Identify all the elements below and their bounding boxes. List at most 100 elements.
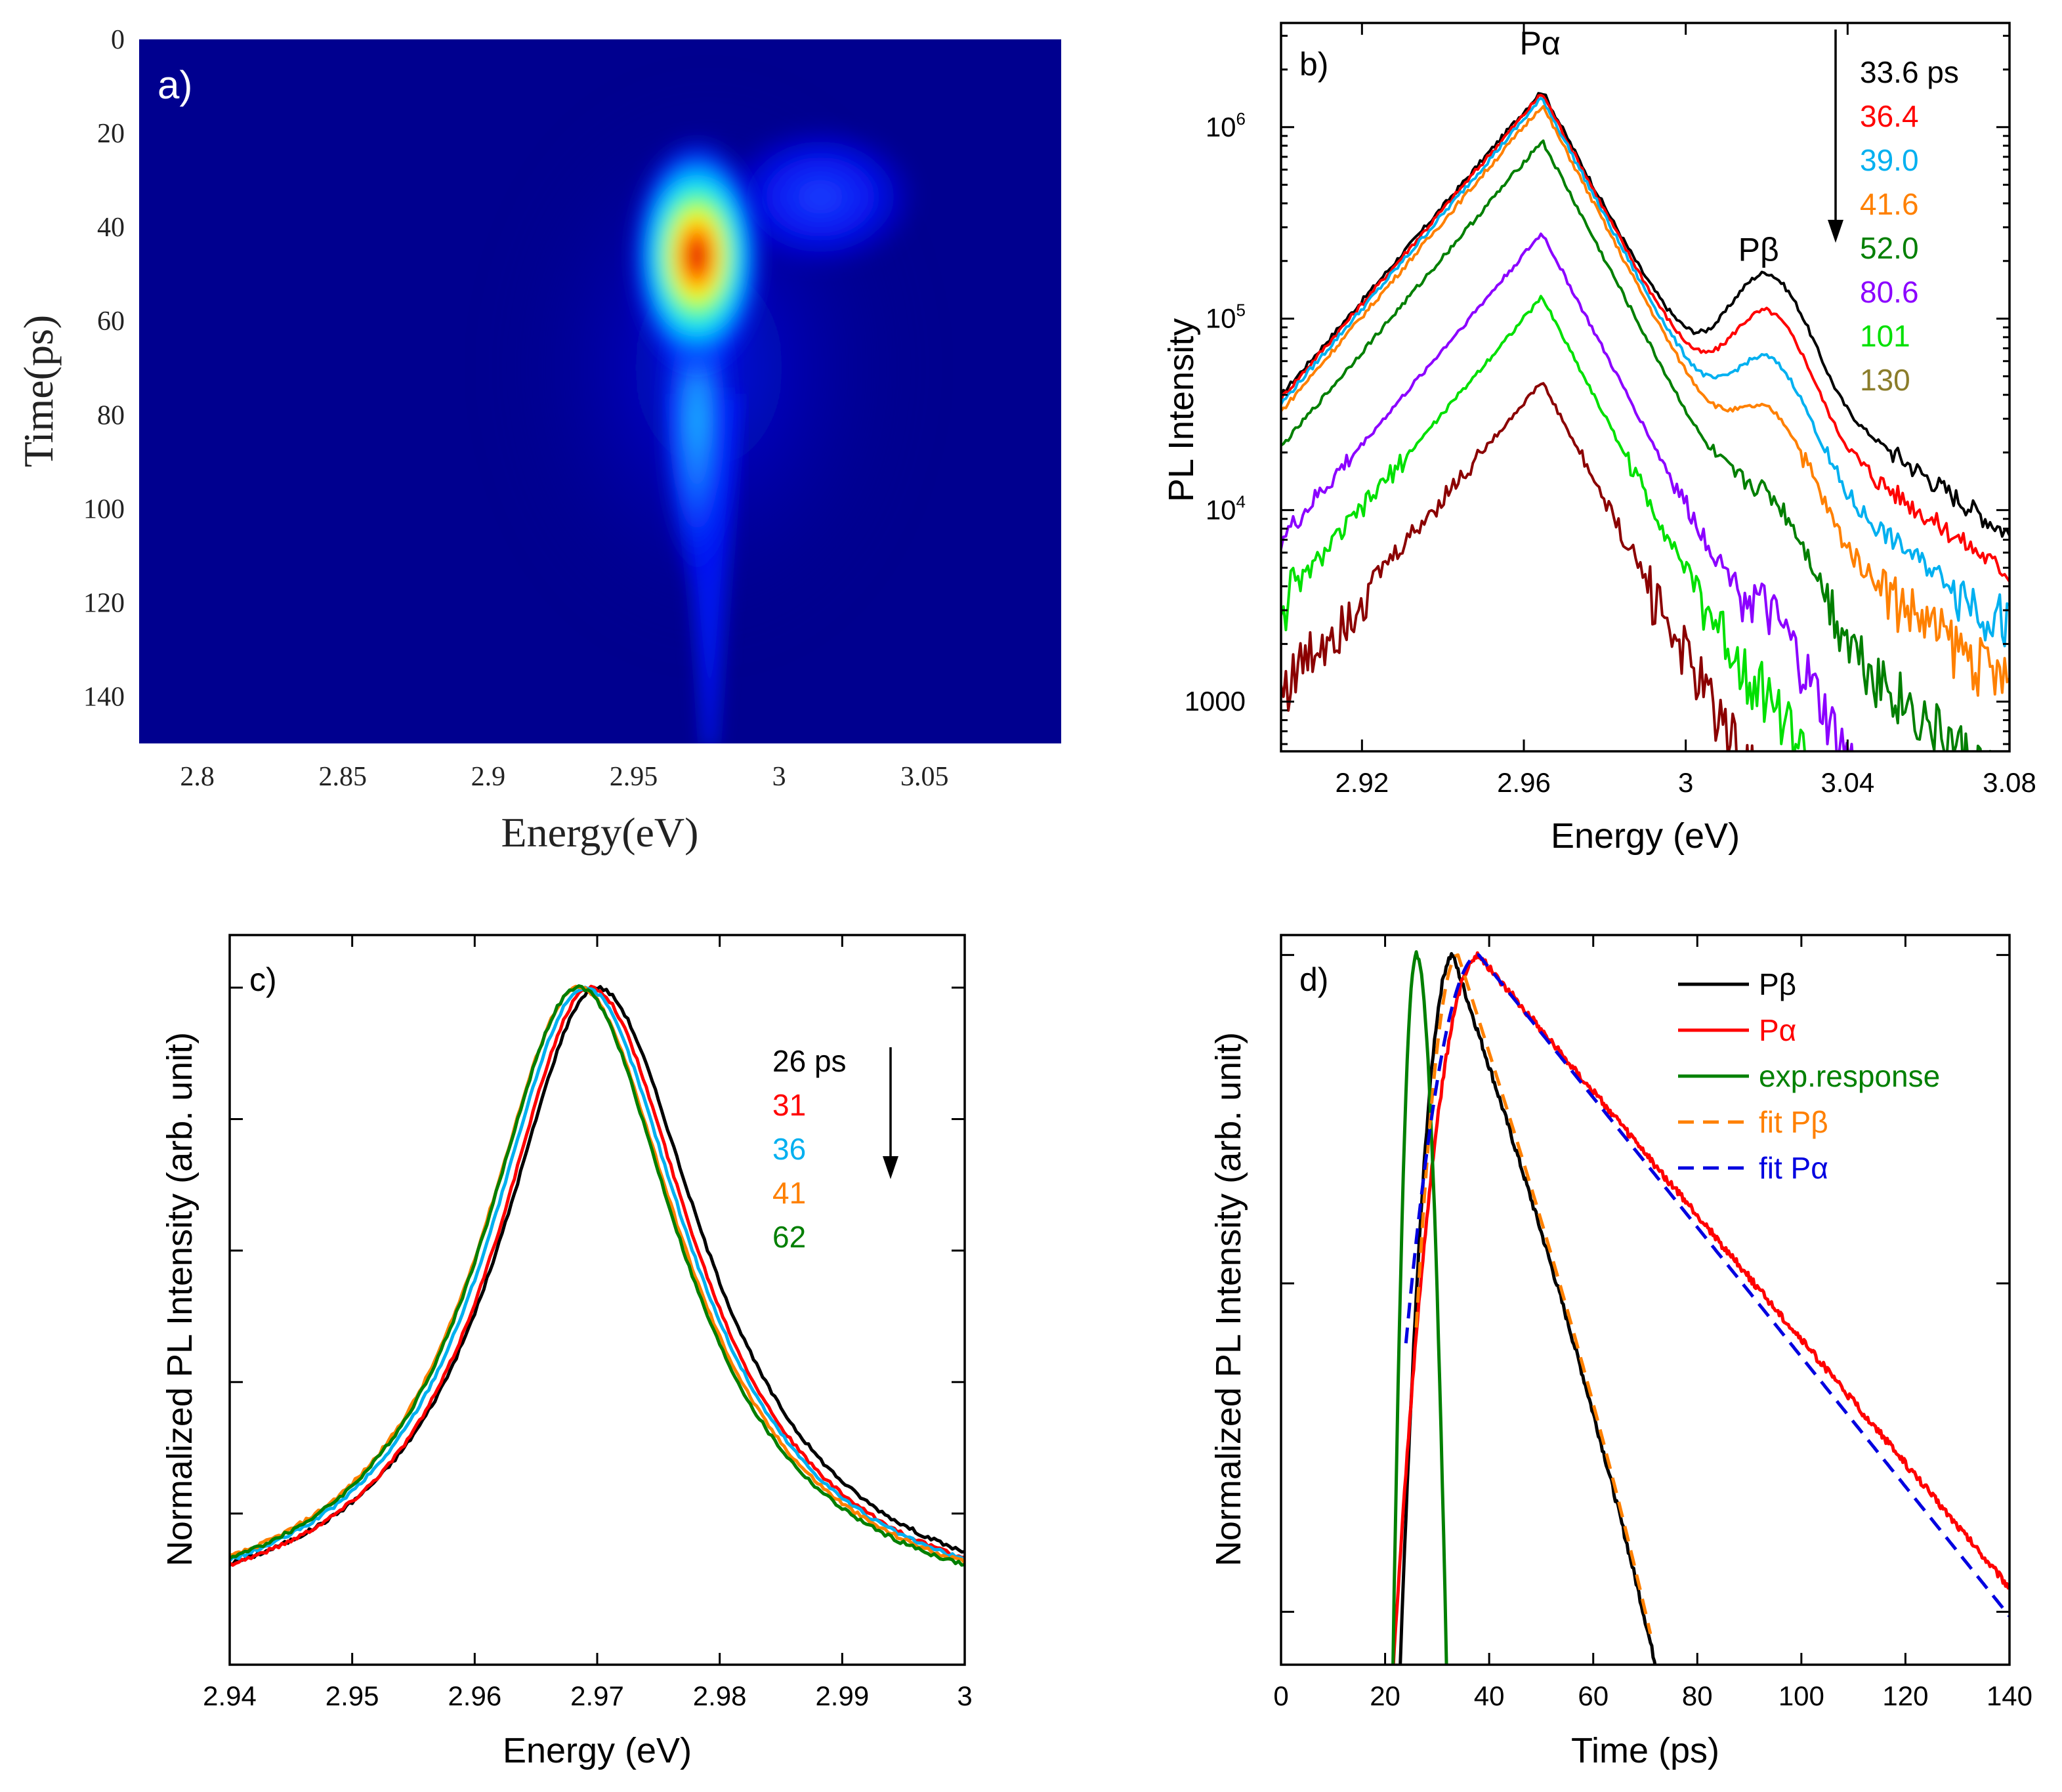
- p-alpha-annotation: Pα: [1520, 25, 1561, 62]
- panel-c-ticks: 2.94 2.95 2.96 2.97 2.98 2.99 3: [203, 935, 973, 1711]
- x-tick-label: 2.95: [326, 1680, 379, 1711]
- y-tick-label: 104: [1206, 491, 1246, 525]
- x-tick-label: 2.92: [1335, 767, 1389, 798]
- spectrum-line: [1281, 93, 2009, 583]
- x-tick-label: 20: [1370, 1680, 1400, 1711]
- panel-a-label: a): [158, 63, 192, 107]
- heatmap-blobs: [505, 92, 919, 743]
- legend-label: 80.6: [1860, 275, 1919, 309]
- x-tick-label: 100: [1778, 1680, 1824, 1711]
- legend-label: 41.6: [1860, 187, 1919, 221]
- x-tick-label: 3: [1678, 767, 1693, 798]
- spectrum-line: [1281, 139, 1992, 751]
- x-tick-label: 3: [772, 762, 786, 792]
- y-tick-label: 1000: [1185, 686, 1246, 717]
- legend-label: fit Pα: [1759, 1151, 1828, 1185]
- x-tick-label: 2.9: [471, 762, 506, 792]
- time-trace-line: [1391, 951, 2009, 1665]
- y-tick-exponent: 6: [1236, 109, 1246, 129]
- p-beta-annotation: Pβ: [1738, 232, 1779, 268]
- spectrum-line: [1281, 96, 2009, 648]
- x-tick-label: 80: [1682, 1680, 1713, 1711]
- y-tick-label: 106: [1206, 109, 1246, 142]
- legend-label: 52.0: [1860, 231, 1919, 265]
- x-tick-label: 3: [957, 1680, 972, 1711]
- panel-c-y-title: Normalized PL Intensity (arb. unit): [160, 1032, 200, 1566]
- x-tick-label: 3.05: [900, 762, 949, 792]
- legend-label: 62: [772, 1220, 806, 1254]
- x-tick-label: 2.8: [180, 762, 215, 792]
- panel-c-series: [230, 984, 965, 1567]
- legend-label: Pα: [1759, 1013, 1796, 1047]
- panel-d-series: [1391, 950, 2009, 1665]
- panel-d-frame: [1280, 934, 2011, 1666]
- panel-d-x-title: Time (ps): [1571, 1731, 1719, 1770]
- panel-d-time-traces: 0 20 40 60 80 100 120 140 d) Pβ Pα exp.response…: [1209, 934, 2032, 1770]
- y-tick-label: 100: [83, 494, 125, 524]
- panel-b-series: [1281, 92, 2009, 751]
- x-tick-label: 3.08: [1983, 767, 2036, 798]
- x-tick-label: 3.04: [1820, 767, 1874, 798]
- panel-b-label: b): [1299, 46, 1328, 83]
- y-tick-label: 20: [97, 119, 125, 149]
- panel-d-label: d): [1299, 961, 1328, 998]
- legend-label: 41: [772, 1176, 806, 1210]
- time-trace-line: [1399, 951, 1657, 1665]
- panel-b-x-title: Energy (eV): [1551, 816, 1740, 856]
- panel-d-legend: Pβ Pα exp.response fit Pβ fit Pα: [1678, 967, 1940, 1185]
- panel-c-frame: [228, 934, 966, 1666]
- y-tick-base: 1000: [1185, 686, 1246, 717]
- time-trace-line: [1414, 953, 1652, 1635]
- legend-label: 31: [772, 1088, 806, 1122]
- legend-arrow-head: [1828, 220, 1843, 243]
- panel-a-y-title: Time(ps): [15, 315, 62, 467]
- panel-c-normalized: 2.94 2.95 2.96 2.97 2.98 2.99 3 c) 26 ps 31 36…: [160, 934, 973, 1770]
- y-tick-base: 10: [1206, 112, 1236, 142]
- panel-a-heatmap: a) 2.8 2.85 2.9 2.95 3 3.05 0 20 40 60 80 100 120 14…: [15, 25, 1061, 856]
- y-tick-label: 80: [97, 400, 125, 430]
- y-tick-label: 0: [111, 25, 125, 55]
- x-tick-label: 40: [1474, 1680, 1505, 1711]
- x-tick-label: 60: [1578, 1680, 1609, 1711]
- x-tick-label: 2.98: [693, 1680, 747, 1711]
- x-tick-label: 120: [1882, 1680, 1928, 1711]
- spectrum-line: [1281, 295, 1806, 751]
- panel-b-legend: 33.6 ps 36.4 39.0 41.6 52.0 80.6 101 130: [1828, 30, 1959, 397]
- y-tick-base: 10: [1206, 494, 1236, 525]
- y-tick-label: 120: [83, 588, 125, 618]
- panel-c-legend: 26 ps 31 36 41 62: [772, 1044, 898, 1254]
- y-tick-label: 60: [97, 306, 125, 337]
- legend-label: fit Pβ: [1759, 1105, 1828, 1139]
- x-tick-label: 2.95: [610, 762, 658, 792]
- time-trace-line: [1404, 953, 2009, 1617]
- normalized-spectrum-line: [230, 984, 965, 1564]
- x-tick-label: 2.85: [319, 762, 368, 792]
- y-tick-exponent: 5: [1236, 301, 1246, 320]
- y-tick-label: 40: [97, 213, 125, 243]
- x-tick-label: 2.97: [570, 1680, 624, 1711]
- x-tick-label: 2.94: [203, 1680, 257, 1711]
- y-tick-base: 10: [1206, 303, 1236, 334]
- spectrum-line: [1281, 382, 1754, 751]
- legend-label: 26 ps: [772, 1044, 847, 1078]
- legend-label: 101: [1860, 319, 1910, 353]
- normalized-spectrum-line: [230, 984, 965, 1567]
- panel-b-frame: [1280, 22, 2011, 753]
- panel-d-ticks: 0 20 40 60 80 100 120 140: [1273, 935, 2032, 1711]
- legend-arrow-head: [883, 1156, 898, 1179]
- legend-label: 33.6 ps: [1860, 55, 1959, 89]
- panel-a-x-title: Energy(eV): [501, 809, 699, 856]
- panel-a-y-ticks: 0 20 40 60 80 100 120 140: [83, 25, 125, 712]
- legend-label: 130: [1860, 363, 1910, 397]
- x-tick-label: 2.99: [815, 1680, 869, 1711]
- x-tick-label: 2.96: [448, 1680, 501, 1711]
- heatmap-secondary-peak: [722, 125, 919, 269]
- panel-a-x-ticks: 2.8 2.85 2.9 2.95 3 3.05: [180, 762, 948, 792]
- normalized-spectrum-line: [230, 986, 965, 1563]
- y-tick-label: 105: [1206, 301, 1246, 334]
- legend-label: Pβ: [1759, 967, 1796, 1001]
- spectrum-line: [1281, 232, 1854, 751]
